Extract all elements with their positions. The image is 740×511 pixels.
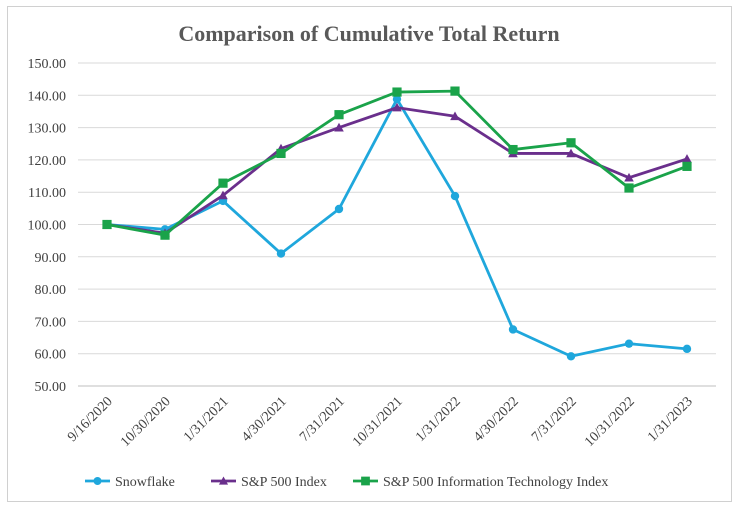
x-tick-label: 9/16/2020 (65, 394, 116, 445)
series-1 (102, 102, 692, 238)
data-point (508, 325, 518, 334)
data-point (508, 144, 518, 155)
data-point (450, 111, 460, 121)
data-point (334, 122, 344, 132)
series-2 (102, 86, 692, 240)
data-point (566, 148, 576, 158)
y-tick-label: 130.00 (28, 122, 67, 137)
y-tick-label: 110.00 (28, 186, 66, 201)
data-point (392, 87, 402, 97)
data-point (624, 339, 634, 348)
y-tick-label: 60.00 (35, 348, 67, 363)
data-point (160, 230, 170, 240)
y-tick-label: 50.00 (35, 380, 67, 395)
legend-marker (218, 476, 229, 485)
data-point (566, 352, 576, 361)
data-point (334, 204, 344, 214)
data-point (392, 102, 402, 112)
y-tick-label: 140.00 (28, 89, 67, 104)
data-point (392, 94, 402, 104)
chart-title: Comparison of Cumulative Total Return (178, 21, 559, 46)
legend-item: Snowflake (85, 475, 175, 490)
data-point (682, 154, 692, 163)
legend: Snowflake S&P 500 Index S&P 500 Informatio… (85, 475, 608, 490)
y-tick-label: 70.00 (35, 315, 67, 330)
series-line (106, 97, 688, 358)
data-point (102, 219, 112, 230)
x-tick-label: 4/30/2021 (239, 394, 290, 445)
legend-item: S&P 500 Information Technology Index (353, 475, 608, 490)
data-point (566, 138, 576, 148)
data-point (450, 86, 460, 96)
x-tick-label: 1/31/2022 (413, 394, 464, 445)
y-axis-ticks: 50.00 60.00 70.00 80.00 90.00 100.00 110.00 120… (28, 57, 67, 395)
y-tick-label: 90.00 (35, 251, 67, 266)
data-point (682, 344, 692, 354)
x-tick-label: 4/30/2022 (471, 394, 522, 445)
legend-label: Snowflake (115, 475, 175, 490)
series-line (106, 106, 688, 235)
y-tick-label: 150.00 (28, 57, 67, 72)
data-point (334, 110, 344, 120)
legend-item: S&P 500 Index (211, 475, 327, 490)
data-point (276, 249, 286, 258)
x-tick-label: 7/31/2022 (529, 394, 580, 445)
data-point (624, 183, 634, 193)
x-tick-label: 1/31/2023 (645, 394, 696, 445)
series-0 (102, 94, 692, 361)
x-tick-label: 7/31/2021 (297, 394, 348, 445)
data-point (450, 191, 460, 201)
x-tick-label: 10/31/2022 (582, 394, 638, 450)
legend-label: S&P 500 Index (241, 475, 327, 490)
series-lines (102, 86, 692, 361)
data-point (218, 190, 228, 200)
data-point (276, 148, 286, 159)
y-tick-label: 120.00 (28, 154, 67, 169)
legend-marker (93, 477, 102, 485)
legend-label: S&P 500 Information Technology Index (383, 475, 608, 490)
y-tick-label: 80.00 (35, 283, 67, 298)
x-tick-label: 10/30/2020 (118, 394, 174, 450)
chart-frame (7, 6, 732, 502)
x-tick-label: 1/31/2021 (181, 394, 232, 445)
data-point (624, 172, 634, 182)
data-point (682, 161, 692, 171)
legend-marker (361, 476, 370, 486)
x-tick-label: 10/31/2021 (350, 394, 406, 450)
x-axis-ticks: 9/16/2020 10/30/2020 1/31/2021 4/30/2021 7/3… (65, 394, 696, 450)
data-point (218, 178, 228, 188)
y-tick-label: 100.00 (28, 219, 67, 234)
